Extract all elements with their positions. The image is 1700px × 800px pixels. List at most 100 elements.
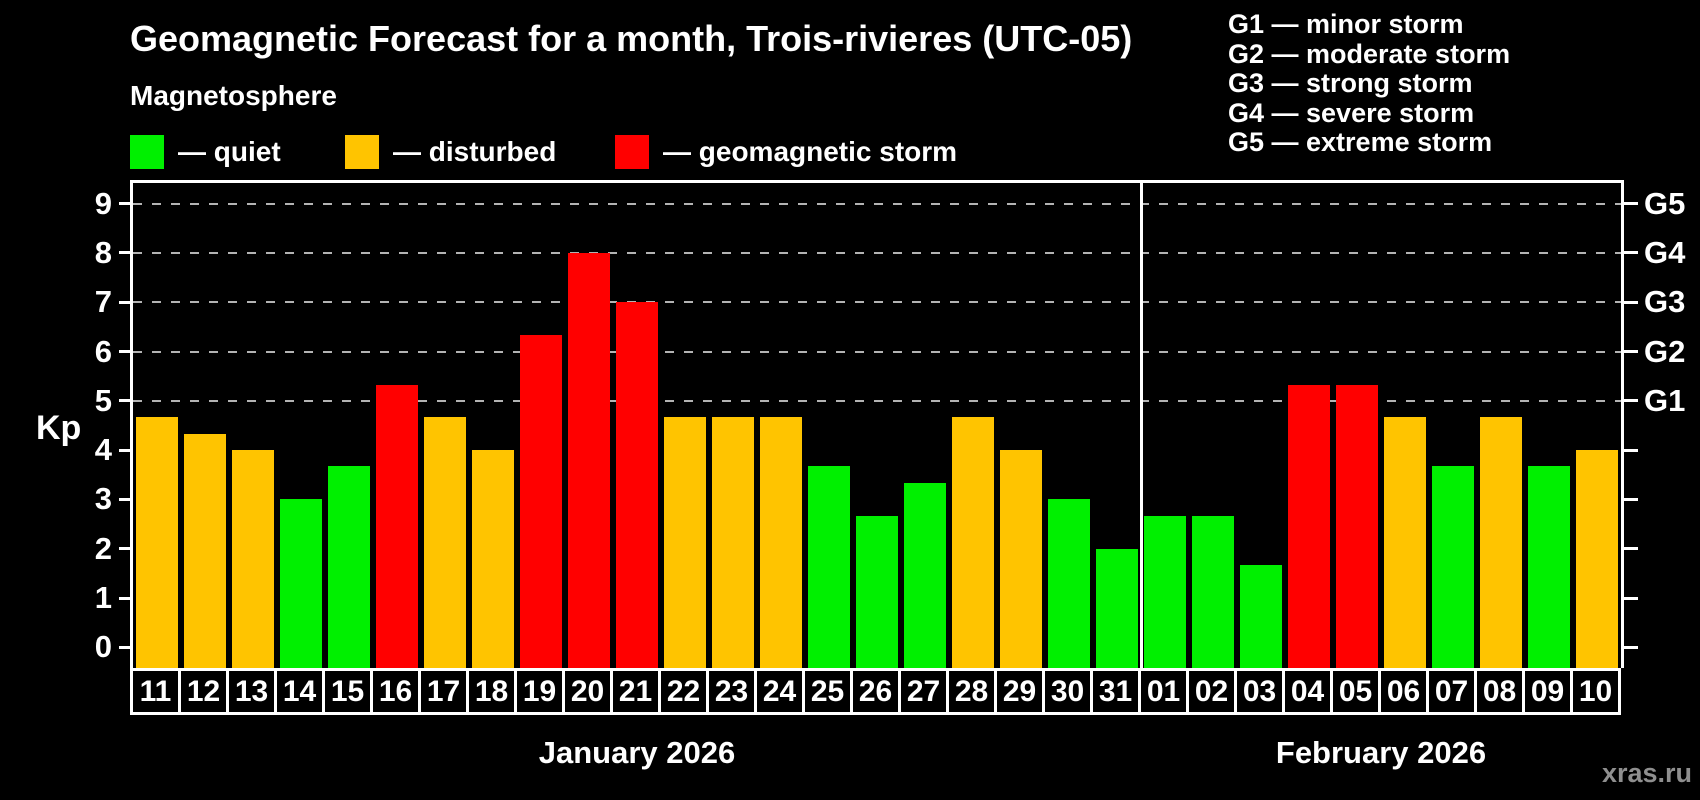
day-label-cell: 08: [1474, 668, 1522, 715]
day-label-cell: 24: [754, 668, 802, 715]
left-axis-tick: [119, 547, 133, 551]
y-tick-label: 9: [94, 185, 112, 221]
right-axis-tick: [1624, 399, 1638, 403]
g-scale-legend: G1 — minor storm G2 — moderate storm G3 …: [1228, 9, 1511, 158]
right-axis-tick: [1624, 251, 1638, 255]
kp-bar-day-07: [1432, 466, 1474, 668]
day-label-cell: 21: [610, 668, 658, 715]
g-legend-line-g3: G3 — strong storm: [1228, 68, 1473, 98]
day-label-cell: 15: [322, 668, 370, 715]
y-tick-label: 8: [94, 234, 112, 270]
y-tick-label: 5: [94, 382, 112, 418]
legend-item-storm: — geomagnetic storm: [615, 135, 957, 169]
kp-bar-day-10: [1576, 450, 1618, 668]
gridline-kp8: [133, 251, 1621, 254]
legend-storm-label: — geomagnetic storm: [663, 136, 958, 167]
day-label-cell: 01: [1138, 668, 1186, 715]
kp-bar-day-09: [1528, 466, 1570, 668]
day-label-cell: 16: [370, 668, 418, 715]
y-tick-label: 4: [94, 432, 112, 468]
kp-bar-day-21: [616, 302, 658, 668]
legend-title-magnetosphere: Magnetosphere: [130, 80, 337, 111]
kp-bar-day-16: [376, 384, 418, 668]
day-label-cell: 11: [130, 668, 178, 715]
kp-bar-day-28: [952, 417, 994, 668]
kp-bar-day-13: [232, 450, 274, 668]
legend-item-quiet: — quiet: [130, 135, 281, 169]
day-label-cell: 06: [1378, 668, 1426, 715]
kp-bar-day-31: [1096, 548, 1138, 668]
day-label-cell: 17: [418, 668, 466, 715]
day-label-cell: 10: [1570, 668, 1621, 715]
right-axis-tick: [1624, 202, 1638, 206]
right-axis-tick: [1624, 448, 1638, 452]
day-label-cell: 03: [1234, 668, 1282, 715]
kp-bar-day-04: [1288, 384, 1330, 668]
kp-bar-day-12: [184, 433, 226, 668]
kp-bar-day-19: [520, 335, 562, 668]
kp-bar-day-14: [280, 499, 322, 668]
kp-bar-day-29: [1000, 450, 1042, 668]
disturbed-swatch-icon: [345, 135, 379, 169]
day-label-cell: 25: [802, 668, 850, 715]
kp-bar-day-06: [1384, 417, 1426, 668]
legend-disturbed-label: — disturbed: [393, 136, 557, 167]
kp-bar-day-03: [1240, 564, 1282, 668]
left-axis-tick: [119, 399, 133, 403]
day-label-cell: 14: [274, 668, 322, 715]
day-label-cell: 13: [226, 668, 274, 715]
kp-bar-day-05: [1336, 384, 1378, 668]
y-tick-label: 3: [94, 481, 112, 517]
gridline-kp9: [133, 202, 1621, 205]
day-label-cell: 29: [994, 668, 1042, 715]
kp-bar-day-22: [664, 417, 706, 668]
y-tick-label: 2: [94, 530, 112, 566]
g-level-label: G4: [1644, 234, 1686, 270]
kp-bar-day-18: [472, 450, 514, 668]
kp-bar-day-23: [712, 417, 754, 668]
kp-bar-day-25: [808, 466, 850, 668]
left-axis-tick: [119, 497, 133, 501]
day-label-cell: 27: [898, 668, 946, 715]
left-axis-tick: [119, 596, 133, 600]
day-label-cell: 31: [1090, 668, 1138, 715]
g-level-label: G2: [1644, 333, 1686, 369]
kp-bar-day-17: [424, 417, 466, 668]
right-axis-tick: [1624, 300, 1638, 304]
page-title: Geomagnetic Forecast for a month, Trois-…: [130, 18, 1133, 59]
left-axis-tick: [119, 645, 133, 649]
day-label-cell: 26: [850, 668, 898, 715]
left-axis-tick: [119, 202, 133, 206]
day-label-cell: 18: [466, 668, 514, 715]
storm-swatch-icon: [615, 135, 649, 169]
day-label-cell: 09: [1522, 668, 1570, 715]
month-divider: [1139, 183, 1143, 668]
kp-bar-day-20: [568, 252, 610, 668]
gridline-kp6: [133, 350, 1621, 353]
kp-bar-day-01: [1144, 515, 1186, 668]
day-label-cell: 02: [1186, 668, 1234, 715]
gridline-kp7: [133, 301, 1621, 304]
left-axis-tick: [119, 350, 133, 354]
watermark-xras: xras.ru: [1601, 758, 1692, 788]
kp-bar-day-11: [136, 417, 178, 668]
right-axis-tick: [1624, 350, 1638, 354]
kp-axis-label: Kp: [36, 409, 82, 447]
g-legend-line-g2: G2 — moderate storm: [1228, 38, 1511, 69]
day-label-cell: 04: [1282, 668, 1330, 715]
kp-bar-day-08: [1480, 417, 1522, 668]
right-axis-tick: [1624, 596, 1638, 600]
y-tick-label: 7: [94, 284, 112, 320]
quiet-swatch-icon: [130, 135, 164, 169]
kp-bar-day-24: [760, 417, 802, 668]
legend-quiet-label: — quiet: [178, 136, 281, 167]
g-legend-line-g1: G1 — minor storm: [1228, 9, 1464, 39]
kp-bar-day-15: [328, 466, 370, 668]
y-tick-label: 6: [94, 333, 112, 369]
left-axis-tick: [119, 251, 133, 255]
legend-item-disturbed: — disturbed: [345, 135, 556, 169]
g-level-label: G1: [1644, 382, 1686, 418]
day-label-cell: 23: [706, 668, 754, 715]
g-level-label: G3: [1644, 284, 1686, 320]
